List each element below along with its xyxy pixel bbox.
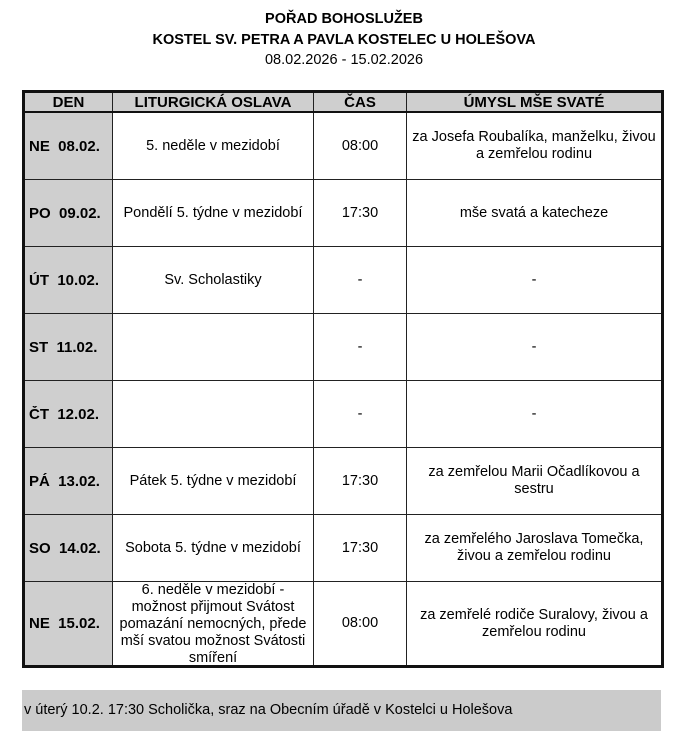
column-header-day: DEN (23, 91, 113, 113)
table-row: ST 11.02. - - (23, 313, 663, 381)
time-cell-text: 17:30 (341, 539, 379, 556)
time-cell: 17:30 (313, 447, 407, 515)
intention-cell: za zemřelé rodiče Suralovy, živou a zemř… (406, 581, 663, 667)
time-cell-text: - (357, 271, 363, 288)
intention-cell: za zemřelého Jaroslava Tomečka, živou a … (406, 514, 663, 582)
table-row: ÚT 10.02. Sv. Scholastiky - - (23, 246, 663, 314)
feast-cell (112, 380, 314, 448)
intention-cell-text: za zemřelého Jaroslava Tomečka, živou a … (424, 531, 644, 564)
day-cell: ÚT 10.02. (23, 246, 113, 314)
feast-cell: 6. neděle v mezidobí - možnost přijmout … (112, 581, 314, 667)
time-cell-text: 08:00 (341, 137, 379, 154)
time-cell: 08:00 (313, 111, 407, 180)
table-row: ČT 12.02. - - (23, 380, 663, 448)
day-cell-text: PO 09.02. (29, 204, 101, 222)
feast-cell: Pátek 5. týdne v mezidobí (112, 447, 314, 515)
intention-cell: - (406, 313, 663, 381)
intention-cell: - (406, 246, 663, 314)
day-cell: ST 11.02. (23, 313, 113, 381)
feast-cell: Sobota 5. týdne v mezidobí (112, 514, 314, 582)
feast-cell-text: Sv. Scholastiky (164, 271, 262, 288)
feast-cell-text: 5. neděle v mezidobí (146, 137, 280, 154)
table-row: PO 09.02. Pondělí 5. týdne v mezidobí 17:3… (23, 179, 663, 247)
page-title: POŘAD BOHOSLUŽEB (265, 11, 423, 27)
table-row: PÁ 13.02. Pátek 5. týdne v mezidobí 17:30 z… (23, 447, 663, 515)
intention-cell: - (406, 380, 663, 448)
schedule-table: DEN LITURGICKÁ OSLAVA ČAS ÚMYSL MŠE SVAT… (22, 90, 664, 668)
feast-cell: Sv. Scholastiky (112, 246, 314, 314)
time-cell-text: 17:30 (341, 472, 379, 489)
day-cell-text: SO 14.02. (29, 539, 101, 557)
feast-cell-text: 6. neděle v mezidobí - možnost přijmout … (119, 582, 307, 666)
intention-cell: za zemřelou Marii Očadlíkovou a sestru (406, 447, 663, 515)
day-cell: ČT 12.02. (23, 380, 113, 448)
day-cell-text: ČT 12.02. (29, 405, 100, 423)
day-cell-text: ST 11.02. (29, 338, 98, 356)
day-cell: NE 08.02. (23, 111, 113, 180)
time-cell: 08:00 (313, 581, 407, 667)
intention-cell-text: - (531, 271, 537, 288)
intention-cell: mše svatá a katecheze (406, 179, 663, 247)
intention-cell-text: za Josefa Roubalíka, manželku, živou a z… (412, 129, 656, 162)
church-name: KOSTEL SV. PETRA A PAVLA KOSTELEC U HOLE… (152, 32, 536, 48)
day-cell-text: NE 15.02. (29, 615, 100, 632)
day-cell-text: NE 08.02. (29, 137, 100, 155)
table-row: SO 14.02. Sobota 5. týdne v mezidobí 17:30… (23, 514, 663, 582)
feast-cell (112, 313, 314, 381)
day-cell-text: ÚT 10.02. (29, 271, 100, 289)
column-header-feast: LITURGICKÁ OSLAVA (112, 91, 314, 113)
time-cell: 17:30 (313, 179, 407, 247)
time-cell: - (313, 380, 407, 448)
intention-cell-text: - (531, 338, 537, 355)
intention-cell-text: za zemřelé rodiče Suralovy, živou a zemř… (420, 606, 648, 640)
time-cell: 17:30 (313, 514, 407, 582)
date-range: 08.02.2026 - 15.02.2026 (264, 52, 424, 68)
time-cell: - (313, 313, 407, 381)
time-cell-text: - (357, 405, 363, 422)
intention-cell: za Josefa Roubalíka, manželku, živou a z… (406, 111, 663, 180)
column-header-time: ČAS (313, 91, 407, 113)
time-cell: - (313, 246, 407, 314)
day-cell: NE 15.02. (23, 581, 113, 667)
day-cell-text: PÁ 13.02. (29, 472, 100, 490)
feast-cell: Pondělí 5. týdne v mezidobí (112, 179, 314, 247)
table-row: NE 08.02. 5. neděle v mezidobí 08:00 za Jos… (23, 111, 663, 180)
feast-cell-text: Pátek 5. týdne v mezidobí (129, 472, 297, 489)
column-header-intention: ÚMYSL MŠE SVATÉ (406, 91, 663, 113)
intention-cell-text: mše svatá a katecheze (459, 204, 609, 221)
feast-cell-text: Sobota 5. týdne v mezidobí (125, 539, 301, 556)
intention-cell-text: za zemřelou Marii Očadlíkovou a sestru (428, 464, 640, 497)
day-cell: SO 14.02. (23, 514, 113, 582)
intention-cell-text: - (531, 405, 537, 422)
time-cell-text: - (357, 338, 363, 355)
table-row: NE 15.02. 6. neděle v mezidobí - možnost … (23, 581, 663, 667)
announcement-note: v úterý 10.2. 17:30 Scholička, sraz na O… (22, 690, 661, 731)
day-cell: PÁ 13.02. (23, 447, 113, 515)
time-cell-text: 17:30 (341, 204, 379, 221)
feast-cell-text: Pondělí 5. týdne v mezidobí (123, 204, 303, 221)
day-cell: PO 09.02. (23, 179, 113, 247)
feast-cell: 5. neděle v mezidobí (112, 111, 314, 180)
time-cell-text: 08:00 (341, 615, 379, 631)
